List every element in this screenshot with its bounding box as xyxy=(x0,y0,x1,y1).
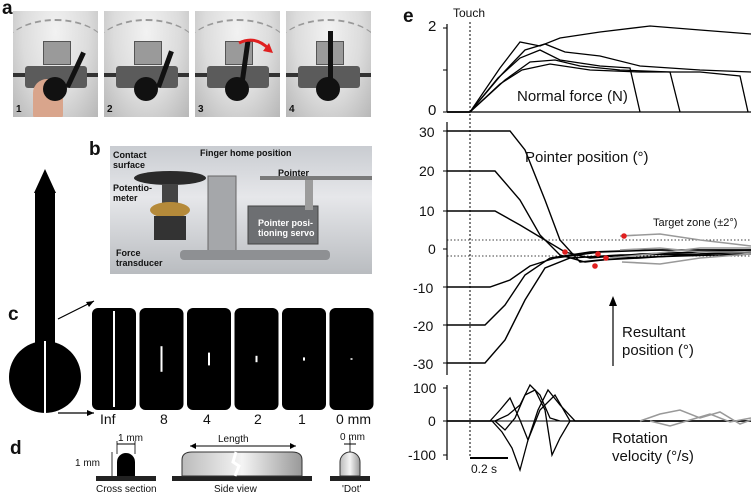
dot-caption: 'Dot' xyxy=(342,484,362,495)
panel-b-letter: b xyxy=(89,139,101,160)
surface-ridge xyxy=(255,355,258,363)
velocity-resultant xyxy=(639,409,751,427)
resultant-traces xyxy=(609,233,751,265)
surface-ridge xyxy=(350,358,353,360)
force-tick-0: 0 xyxy=(428,102,437,119)
label-pointer: Pointer xyxy=(278,168,310,178)
position-title: Pointer position (°) xyxy=(525,149,649,166)
pos-tick-10: 10 xyxy=(419,203,435,219)
label-servo: Pointer posi-tioning servo xyxy=(258,218,315,238)
length-label-inf: Inf xyxy=(100,411,116,427)
pos-tick-m10: -10 xyxy=(413,280,434,296)
length-label: Length xyxy=(218,434,249,445)
frame-number: 4 xyxy=(289,104,295,115)
force-traces xyxy=(447,25,751,113)
force-tick-2: 2 xyxy=(428,18,437,35)
panel-a-letter: a xyxy=(2,0,13,19)
label-finger-home: Finger home position xyxy=(200,148,292,158)
vel-tick-m100: -100 xyxy=(408,447,437,463)
velocity-title: Rotation velocity (°/s) xyxy=(612,430,694,465)
photo-frame-1: 1 xyxy=(13,11,98,117)
label-potentiometer: Potentio-meter xyxy=(113,183,152,203)
apparatus-photo: Contact surface Finger home position Poi… xyxy=(110,146,372,274)
force-title: Normal force (N) xyxy=(517,88,628,105)
photo-frame-4: 4 xyxy=(286,11,371,117)
frame-number: 2 xyxy=(107,104,113,115)
velocity-traces xyxy=(447,383,751,473)
position-traces xyxy=(447,130,751,364)
surface-ridge xyxy=(303,357,305,361)
vel-tick-0: 0 xyxy=(428,413,436,429)
touch-label: Touch xyxy=(453,6,486,20)
side-view-caption: Side view xyxy=(214,484,257,495)
target-markers xyxy=(562,233,627,269)
frame-number: 1 xyxy=(16,104,22,115)
pos-tick-0: 0 xyxy=(428,241,436,257)
cross-section-caption: Cross section xyxy=(96,484,157,495)
length-label-8: 8 xyxy=(160,411,168,427)
cross-width-label: 1 mm xyxy=(118,433,143,444)
label-force-transducer: Force transducer xyxy=(116,248,163,268)
length-label-4: 4 xyxy=(203,411,211,427)
apparatus-drawing xyxy=(134,171,372,260)
length-label-1: 1 xyxy=(298,411,306,427)
pos-tick-m20: -20 xyxy=(413,318,434,334)
surface-ridge xyxy=(113,311,115,407)
contact-surfaces xyxy=(92,308,374,410)
panel-c-letter: c xyxy=(8,304,19,325)
pointer-shape xyxy=(9,169,95,416)
pos-tick-20: 20 xyxy=(419,163,435,179)
pos-tick-30: 30 xyxy=(419,124,435,140)
photo-frame-3: 3 xyxy=(195,11,280,117)
target-zone-label: Target zone (±2°) xyxy=(653,217,738,229)
surface-ridge xyxy=(208,352,210,366)
cross-height-label: 1 mm xyxy=(75,458,100,469)
scale-bar-label: 0.2 s xyxy=(471,462,498,476)
panel-e-letter: e xyxy=(403,6,414,27)
resultant-label: Resultant position (°) xyxy=(622,324,694,359)
ridge-diagrams xyxy=(96,438,370,481)
pos-tick-m30: -30 xyxy=(413,356,434,372)
label-contact-surface: Contact surface xyxy=(113,150,147,170)
surface-ridge xyxy=(160,346,163,372)
vel-tick-100: 100 xyxy=(413,380,437,396)
red-arrow-icon xyxy=(238,38,273,53)
panel-d-letter: d xyxy=(10,438,22,459)
photo-frame-2: 2 xyxy=(104,11,189,117)
length-label-2: 2 xyxy=(254,411,262,427)
dot-width-label: 0 mm xyxy=(340,432,365,443)
length-label-0: 0 mm xyxy=(336,411,371,427)
frame-number: 3 xyxy=(198,104,204,115)
